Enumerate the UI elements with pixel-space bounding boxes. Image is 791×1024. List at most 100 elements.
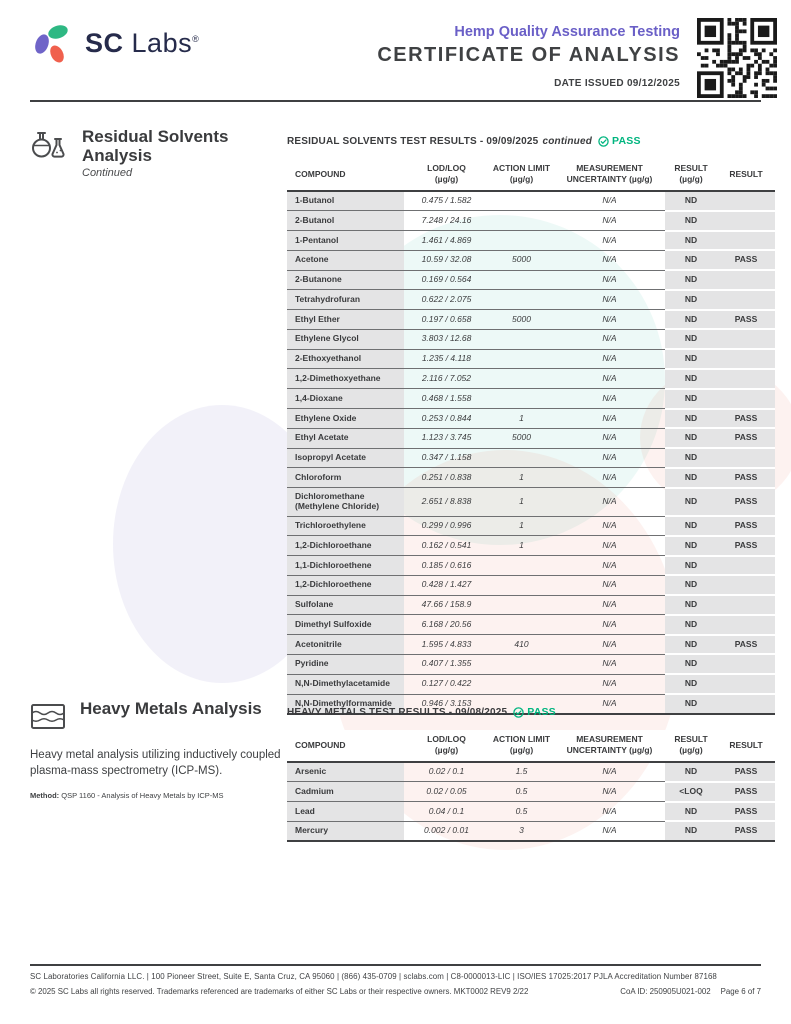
uncertainty-cell: N/A: [554, 388, 665, 410]
result-status-cell: [717, 575, 775, 597]
action-limit-cell: [489, 329, 554, 350]
uncertainty-cell: N/A: [554, 230, 665, 251]
result-status-cell: PASS: [717, 408, 775, 430]
table-row: N,N-Dimethylacetamide 0.127 / 0.422 N/A ND: [287, 674, 775, 695]
check-circle-icon: [598, 135, 609, 147]
uncertainty-cell: N/A: [554, 368, 665, 390]
table-row: 2-Ethoxyethanol 1.235 / 4.118 N/A ND: [287, 349, 775, 370]
uncertainty-cell: N/A: [554, 349, 665, 370]
action-limit-cell: 3: [489, 821, 554, 843]
uncertainty-cell: N/A: [554, 694, 665, 715]
compound-cell: Tetrahydrofuran: [287, 289, 404, 311]
lodloq-cell: 3.803 / 12.68: [404, 329, 489, 350]
result-status-cell: PASS: [717, 801, 775, 823]
action-limit-cell: [489, 270, 554, 291]
result-status-cell: PASS: [717, 516, 775, 537]
action-limit-cell: [489, 555, 554, 576]
compound-cell: Lead: [287, 801, 404, 822]
result-status-cell: [717, 388, 775, 410]
page-number: Page 6 of 7: [720, 987, 761, 996]
table-row: Isopropyl Acetate 0.347 / 1.158 N/A ND: [287, 448, 775, 469]
result-status-cell: [717, 230, 775, 252]
table-row: Tetrahydrofuran 0.622 / 2.075 N/A ND: [287, 289, 775, 311]
result-value-cell: ND: [665, 575, 717, 597]
result-value-cell: ND: [665, 428, 717, 450]
result-value-cell: ND: [665, 801, 717, 823]
page-footer: SC Laboratories California LLC. | 100 Pi…: [30, 964, 761, 996]
residual-solvents-section-header: Residual Solvents Analysis Continued: [30, 127, 280, 180]
result-status-cell: [717, 191, 775, 212]
sclabs-logo: SC Labs®: [33, 22, 199, 64]
uncertainty-cell: N/A: [554, 408, 665, 429]
compound-cell: 1,1-Dichloroethene: [287, 555, 404, 576]
compound-cell: 1,4-Dioxane: [287, 388, 404, 410]
result-value-cell: ND: [665, 408, 717, 430]
result-value-cell: ND: [665, 595, 717, 616]
result-status-cell: [717, 654, 775, 676]
compound-cell: Cadmium: [287, 781, 404, 803]
lodloq-cell: 0.02 / 0.05: [404, 781, 489, 803]
action-limit-cell: [489, 388, 554, 410]
column-header-lodloq: LOD/LOQ (µg/g): [404, 159, 489, 193]
compound-cell: Arsenic: [287, 762, 404, 783]
qr-code: [697, 18, 777, 98]
lodloq-cell: 0.002 / 0.01: [404, 821, 489, 843]
uncertainty-cell: N/A: [554, 210, 665, 232]
result-value-cell: ND: [665, 674, 717, 695]
check-circle-icon: [513, 706, 524, 718]
lodloq-cell: 0.468 / 1.558: [404, 388, 489, 410]
result-value-cell: ND: [665, 762, 717, 783]
action-limit-cell: [489, 614, 554, 636]
compound-cell: 1,2-Dimethoxyethane: [287, 368, 404, 390]
column-header-result-value: RESULT (µg/g): [665, 730, 717, 764]
column-header-result-status: RESULT: [717, 159, 775, 193]
residual-solvents-table: COMPOUND LOD/LOQ (µg/g) ACTION LIMIT (µg/g…: [287, 159, 775, 715]
compound-cell: Ethylene Oxide: [287, 408, 404, 429]
residual-solvents-continued: Continued: [82, 167, 133, 180]
action-limit-cell: [489, 674, 554, 695]
result-status-cell: [717, 210, 775, 232]
action-limit-cell: 0.5: [489, 781, 554, 803]
column-header-result-status: RESULT: [717, 730, 775, 764]
result-status-cell: [717, 289, 775, 311]
lodloq-cell: 0.299 / 0.996: [404, 516, 489, 537]
result-status-cell: PASS: [717, 821, 775, 843]
heavy-metals-section-header: Heavy Metals Analysis Heavy metal analys…: [30, 699, 282, 800]
action-limit-cell: [489, 230, 554, 251]
table-row: 1,4-Dioxane 0.468 / 1.558 N/A ND: [287, 388, 775, 410]
action-limit-cell: [489, 694, 554, 715]
table-row: 1,2-Dichloroethene 0.428 / 1.427 N/A ND: [287, 575, 775, 597]
uncertainty-cell: N/A: [554, 289, 665, 311]
result-status-cell: PASS: [717, 467, 775, 489]
result-value-cell: ND: [665, 289, 717, 311]
results-title-suffix: continued: [542, 135, 593, 147]
result-value-cell: ND: [665, 210, 717, 232]
result-value-cell: ND: [665, 821, 717, 843]
result-status-cell: PASS: [717, 250, 775, 272]
compound-cell: Ethyl Acetate: [287, 428, 404, 449]
compound-cell: Mercury: [287, 821, 404, 843]
action-limit-cell: [489, 595, 554, 616]
action-limit-cell: 0.5: [489, 801, 554, 822]
result-value-cell: ND: [665, 535, 717, 557]
compound-cell: N,N-Dimethylacetamide: [287, 674, 404, 695]
lodloq-cell: 0.946 / 3.153: [404, 694, 489, 715]
lodloq-cell: 1.235 / 4.118: [404, 349, 489, 370]
column-header-compound: COMPOUND: [287, 159, 404, 193]
uncertainty-cell: N/A: [554, 487, 665, 517]
result-status-cell: [717, 694, 775, 715]
compound-cell: 1-Pentanol: [287, 230, 404, 251]
uncertainty-cell: N/A: [554, 250, 665, 271]
compound-cell: Dimethyl Sulfoxide: [287, 614, 404, 636]
table-row: Lead 0.04 / 0.1 0.5 N/A ND PASS: [287, 801, 775, 823]
result-status-cell: PASS: [717, 634, 775, 656]
heavy-metals-table: COMPOUND LOD/LOQ (µg/g) ACTION LIMIT (µg/g…: [287, 730, 775, 843]
result-value-cell: ND: [665, 368, 717, 390]
table-row: 1-Butanol 0.475 / 1.582 N/A ND: [287, 191, 775, 212]
action-limit-cell: 5000: [489, 309, 554, 330]
lodloq-cell: 47.66 / 158.9: [404, 595, 489, 616]
header-subtitle: Hemp Quality Assurance Testing: [454, 24, 680, 40]
header-divider: [30, 100, 761, 102]
page-title: CERTIFICATE OF ANALYSIS: [377, 44, 680, 66]
result-value-cell: ND: [665, 487, 717, 518]
